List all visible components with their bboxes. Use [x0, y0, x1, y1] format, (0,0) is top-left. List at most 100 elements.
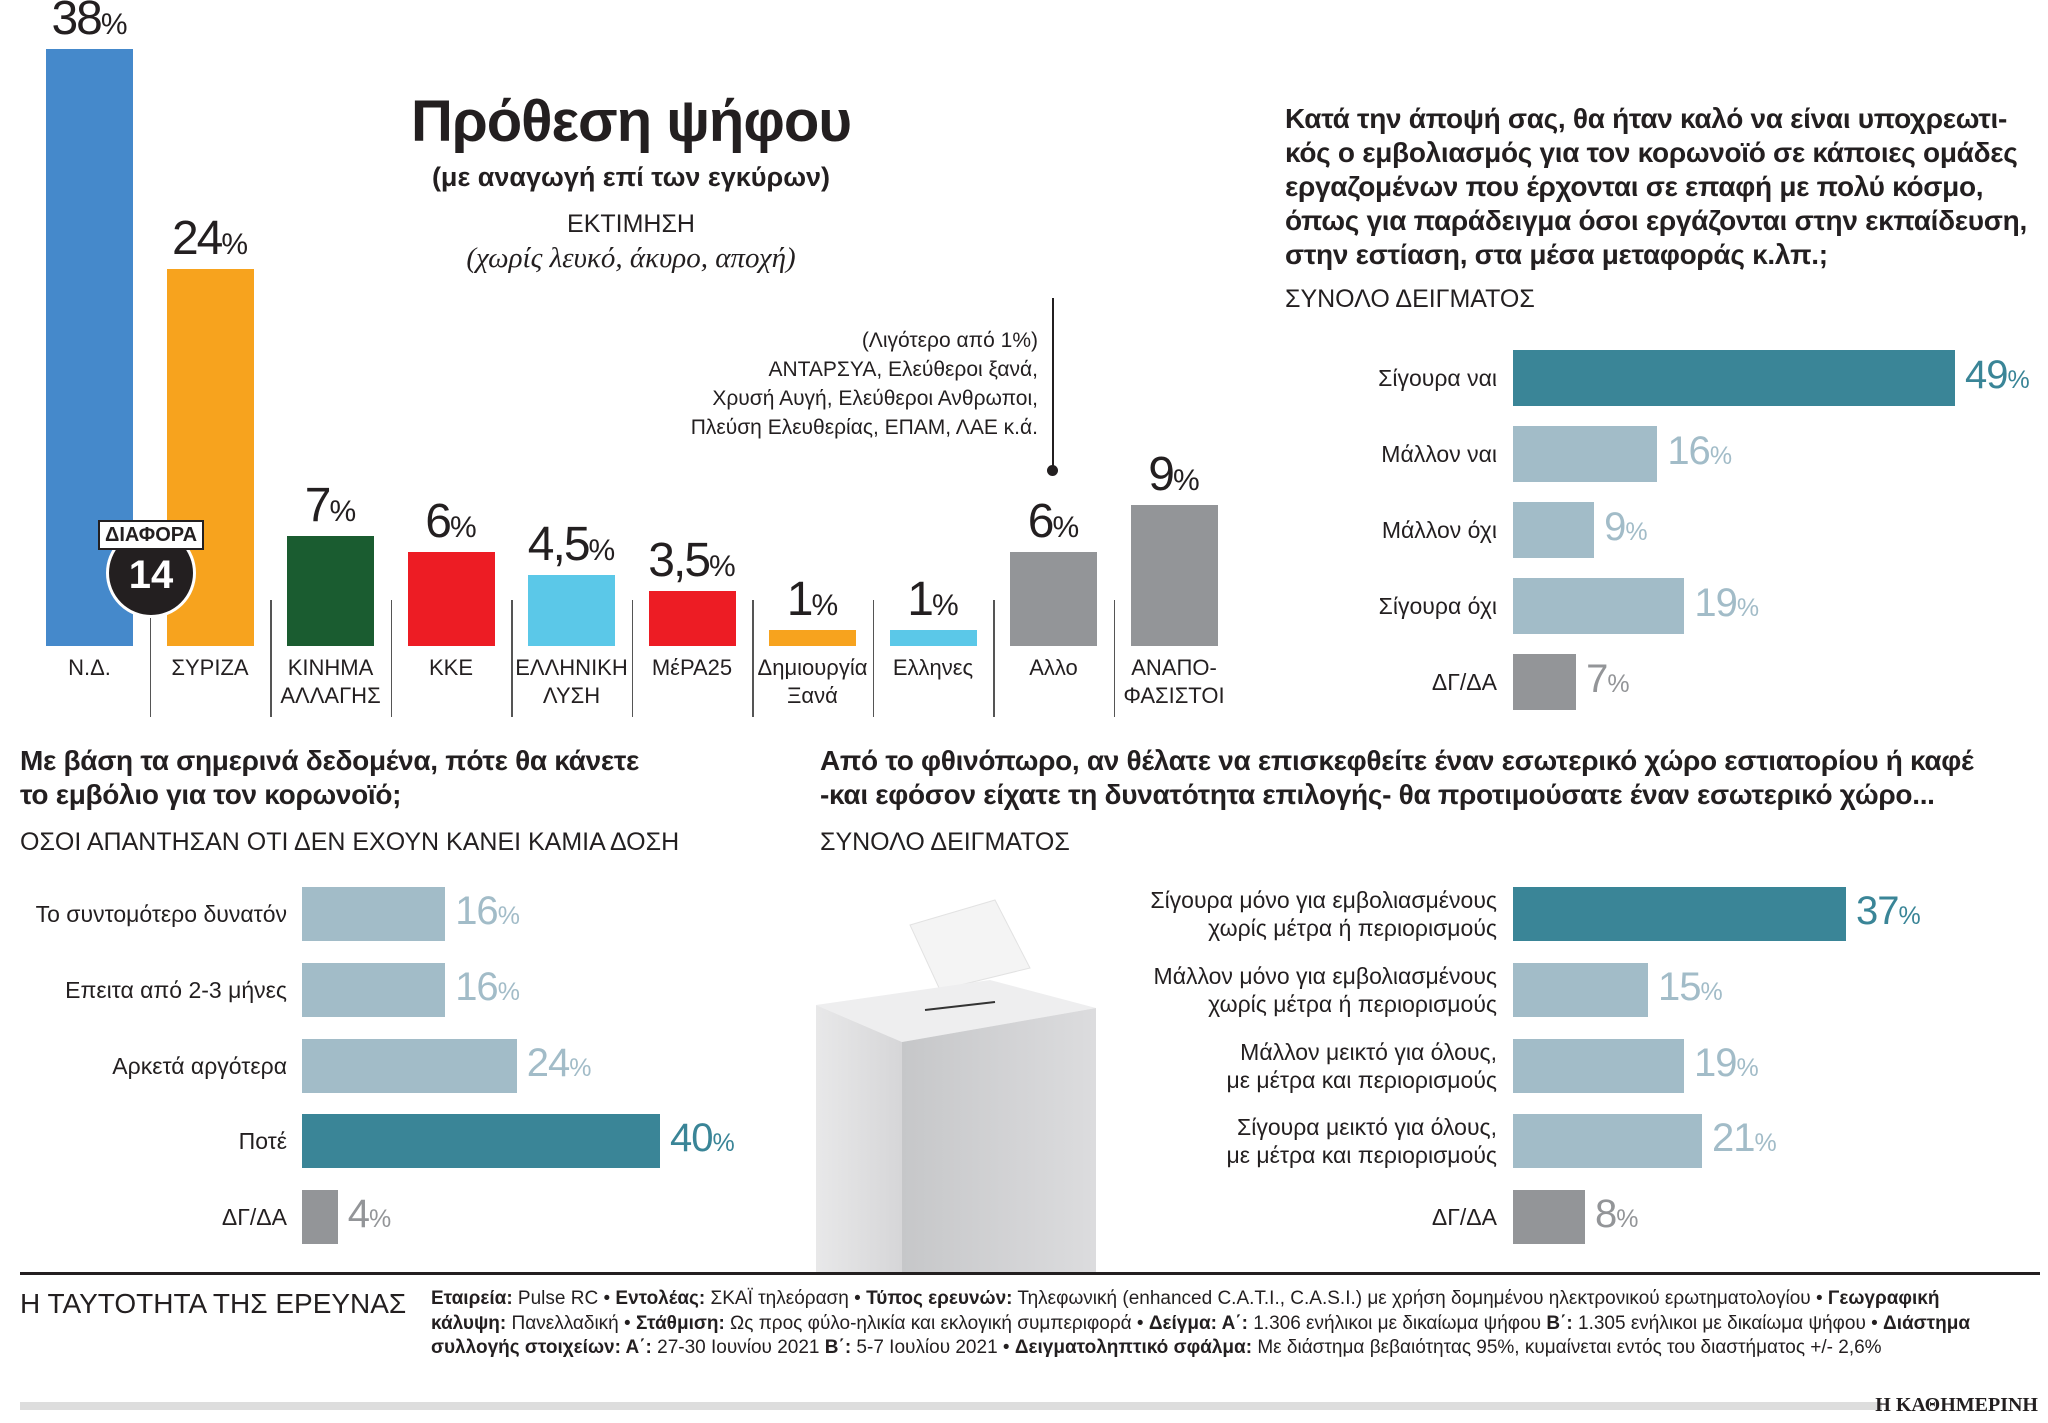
category-label-line: Σίγουρα μεικτό για όλους, — [1237, 1114, 1497, 1140]
category-label-line: Ξανά — [787, 683, 838, 708]
difference-label: ΔΙΑΦΟΡΑ — [98, 520, 204, 550]
category-label-line: Επειτα από 2-3 μήνες — [65, 977, 287, 1003]
bar-value-label-unit: % — [497, 902, 520, 930]
bar-value-label-number: 7 — [1586, 657, 1608, 701]
annotation-leader-line — [1052, 298, 1054, 470]
minor-parties-annotation: (Λιγότερο από 1%) ΑΝΤΑΡΣΥΑ, Ελεύθεροι ξα… — [691, 326, 1038, 442]
bar-category-label: ΔΓ/ΔΑ — [1432, 1203, 1497, 1231]
bar-3 — [1513, 1114, 1702, 1168]
title-line: -και εφόσον είχατε τη δυνατότητα επιλογή… — [820, 779, 1935, 810]
bar-category-label: Σίγουρα μεικτό για όλους, με μέτρα και πε… — [1227, 1113, 1497, 1169]
bar-value-label: 4% — [348, 1192, 391, 1237]
bar-category-label: ΜέΡΑ25 — [632, 654, 752, 682]
category-label-line: χωρίς μέτρα ή περιορισμούς — [1208, 915, 1497, 941]
annotation-leader-dot — [1047, 465, 1058, 476]
detail-value: Με διάστημα βεβαιότητας 95%, κυμαίνεται … — [1252, 1337, 1882, 1358]
detail-key: Δείγμα: Α΄: — [1148, 1312, 1248, 1334]
bar-value-label-unit: % — [329, 495, 357, 529]
bar-value-label-unit: % — [1709, 442, 1733, 470]
category-separator — [1113, 600, 1115, 717]
category-label-line: ΑΝΑΠΟ- — [1131, 655, 1217, 680]
category-label-line: ΦΑΣΙΣΤΟΙ — [1123, 683, 1225, 708]
category-label-line: Μάλλον όχι — [1381, 517, 1497, 543]
detail-key: Β΄: — [1546, 1312, 1573, 1334]
bar-4 — [528, 575, 615, 646]
bar-0 — [1513, 887, 1846, 941]
bar-value-label-number: 40 — [670, 1116, 713, 1160]
category-separator — [631, 600, 633, 717]
category-separator — [872, 600, 874, 717]
category-label-line: ΔΓ/ΔΑ — [1431, 669, 1497, 695]
bar-value-label-unit: % — [709, 550, 736, 584]
bar-5 — [648, 591, 736, 646]
bar-6 — [769, 630, 856, 646]
bar-value-label-unit: % — [2007, 366, 2030, 394]
bar-value-label-unit: % — [588, 534, 616, 568]
bar-value-label: 9% — [1604, 505, 1647, 550]
bar-value-label-unit: % — [1616, 1205, 1639, 1233]
bar-value-label-number: 49 — [1964, 353, 2008, 397]
bar-value-label-number: 16 — [1667, 429, 1710, 473]
bar-value-label-unit: % — [1625, 518, 1648, 546]
bar-category-label: ΔΓ/ΔΑ — [222, 1203, 287, 1231]
bar-category-label: Σίγουρα όχι — [1379, 592, 1497, 620]
bar-1 — [1513, 963, 1648, 1017]
survey-identity-details: Εταιρεία: Pulse RC • Εντολέας: ΣΚΑΪ τηλε… — [431, 1287, 2011, 1361]
bar-category-label: Μάλλον όχι — [1382, 516, 1497, 544]
bar-value-label-number: 4 — [347, 1192, 370, 1236]
bar-value-label: 16% — [455, 889, 520, 934]
category-label-line: ΚΙΝΗΜΑ — [287, 655, 374, 680]
bar-category-label: ΔΓ/ΔΑ — [1432, 668, 1497, 696]
ballot-box-right-face — [902, 1008, 1096, 1273]
bar-category-label: Αλλο — [994, 654, 1114, 682]
bar-value-label-unit: % — [1052, 510, 1080, 544]
q-vaccination-timing-subtitle: ΟΣΟΙ ΑΠΑΝΤΗΣΑΝ ΟΤΙ ΔΕΝ ΕΧΟΥΝ ΚΑΝΕΙ ΚΑΜΙΑ… — [20, 828, 680, 856]
category-separator — [149, 612, 151, 717]
bar-value-label-number: 9 — [1604, 505, 1626, 549]
bar-value-label-number: 8 — [1595, 1192, 1617, 1236]
bar-value-label-unit: % — [1898, 902, 1921, 930]
title-line: όπως για παράδειγμα όσοι εργάζονται στην… — [1285, 205, 2027, 236]
q-mandatory-vaccination-title: Κατά την άποψή σας, θα ήταν καλό να είνα… — [1285, 102, 2045, 272]
category-separator — [993, 600, 995, 717]
detail-value: 5-7 Ιουλίου 2021 • — [851, 1337, 1015, 1358]
detail-value: Τηλεφωνική (enhanced C.A.T.I., C.A.S.I.)… — [1012, 1288, 1828, 1309]
category-label-line: με μέτρα και περιορισμούς — [1226, 1142, 1497, 1168]
bar-3 — [1513, 578, 1685, 634]
bar-value-label-number: 19 — [1694, 1041, 1737, 1085]
bar-value-label-number: 1 — [907, 573, 934, 627]
bar-value-label: 24% — [140, 211, 280, 266]
q-mandatory-vaccination-subtitle: ΣΥΝΟΛΟ ΔΕΙΓΜΑΤΟΣ — [1285, 285, 1535, 313]
category-label-line: Μάλλον μόνο για εμβολιασμένους — [1153, 963, 1497, 989]
bar-category-label: ΚΙΝΗΜΑ ΑΛΛΑΓΗΣ — [271, 654, 391, 710]
bar-value-label-number: 1 — [786, 573, 814, 627]
bar-value-label: 8% — [1595, 1192, 1638, 1237]
detail-value: 27-30 Ιουνίου 2021 — [651, 1337, 825, 1358]
title-line: Με βάση τα σημερινά δεδομένα, πότε θα κά… — [20, 745, 640, 776]
bar-9 — [1130, 504, 1218, 646]
title-line: Κατά την άποψή σας, θα ήταν καλό να είνα… — [1285, 103, 2008, 134]
title-line: το εμβόλιο για τον κορωνοϊό; — [20, 779, 402, 810]
bar-2 — [1513, 502, 1595, 558]
bar-value-label-number: 3,5 — [648, 534, 711, 588]
bar-value-label-number: 4,5 — [527, 518, 591, 572]
bar-4 — [1513, 1190, 1585, 1244]
category-label-line: ΕΛΛΗΝΙΚΗ — [515, 655, 628, 680]
detail-value: 1.305 ενήλικοι με δικαίωμα ψήφου • — [1572, 1312, 1884, 1334]
detail-key: Β΄: — [824, 1337, 852, 1358]
bar-0 — [302, 887, 446, 941]
category-label-line: Μάλλον μεικτό για όλους, — [1240, 1039, 1497, 1065]
bar-value-label-number: 16 — [455, 965, 498, 1009]
annotation-line: ΑΝΤΑΡΣΥΑ, Ελεύθεροι ξανά, — [768, 358, 1038, 381]
detail-value: 1.306 ενήλικοι με δικαίωμα ψήφου — [1247, 1312, 1547, 1334]
category-label-line: Αλλο — [1029, 655, 1078, 680]
ballot-paper — [909, 899, 1031, 991]
category-separator — [511, 600, 513, 717]
bar-value-label-number: 38 — [51, 0, 102, 46]
bar-value-label-number: 19 — [1694, 581, 1737, 625]
bar-value-label: 38% — [20, 0, 160, 46]
category-label-line: ΣΥΡΙΖΑ — [171, 655, 249, 680]
q-indoor-dining-subtitle: ΣΥΝΟΛΟ ΔΕΙΓΜΑΤΟΣ — [820, 828, 1070, 856]
bar-3 — [407, 551, 495, 646]
ballot-box-left-face — [816, 1005, 902, 1273]
